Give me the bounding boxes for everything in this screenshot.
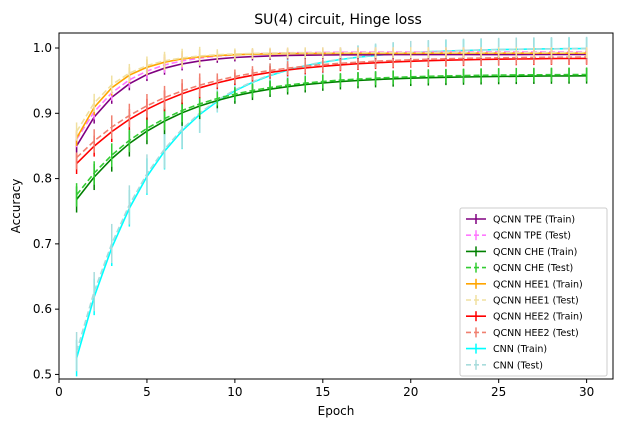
series-7 bbox=[75, 49, 588, 170]
series-line bbox=[75, 47, 587, 352]
series-line bbox=[76, 57, 587, 165]
series-line bbox=[75, 73, 587, 196]
legend-label: QCNN TPE (Train) bbox=[493, 215, 575, 226]
y-tick-label: 1.0 bbox=[33, 41, 52, 55]
series-6 bbox=[75, 52, 588, 175]
legend-item: CNN (Train) bbox=[466, 343, 547, 355]
legend-item: CNN (Test) bbox=[466, 359, 543, 371]
series-3 bbox=[75, 67, 588, 207]
series-1 bbox=[75, 47, 588, 148]
x-tick-label: 0 bbox=[55, 385, 63, 399]
y-tick-label: 0.6 bbox=[33, 302, 52, 316]
legend-label: QCNN CHE (Test) bbox=[493, 263, 573, 274]
plot-area bbox=[75, 36, 588, 377]
y-axis-label: Accuracy bbox=[9, 179, 23, 234]
series-4 bbox=[75, 48, 588, 146]
legend-item: QCNN HEE1 (Test) bbox=[466, 295, 579, 307]
legend-item: QCNN HEE2 (Train) bbox=[466, 311, 583, 323]
legend-item: QCNN CHE (Train) bbox=[466, 246, 577, 258]
axis-ticks: 0 5 10 15 20 25 30 0.5 0.6 0.7 0.8 0.9 1.0 bbox=[33, 41, 594, 399]
y-tick-label: 0.8 bbox=[33, 172, 52, 186]
x-tick-label: 30 bbox=[579, 385, 594, 399]
y-tick-label: 0.9 bbox=[33, 106, 52, 120]
y-tick-label: 0.7 bbox=[33, 237, 52, 251]
x-tick-label: 25 bbox=[491, 385, 506, 399]
legend-box bbox=[459, 207, 608, 377]
legend-item: QCNN HEE1 (Train) bbox=[466, 278, 583, 290]
series-line bbox=[75, 51, 587, 133]
legend-label: QCNN HEE1 (Test) bbox=[493, 296, 579, 307]
legend-label: CNN (Train) bbox=[493, 344, 547, 355]
plot-frame bbox=[58, 32, 614, 380]
x-tick-label: 5 bbox=[143, 385, 151, 399]
x-tick-label: 10 bbox=[227, 385, 242, 399]
series-line bbox=[75, 53, 587, 147]
legend-item: QCNN CHE (Test) bbox=[466, 262, 573, 274]
legend-label: QCNN CHE (Train) bbox=[493, 247, 577, 258]
series-line bbox=[76, 56, 587, 159]
legend-item: QCNN TPE (Test) bbox=[466, 230, 571, 242]
legend-label: QCNN HEE1 (Train) bbox=[493, 279, 583, 290]
x-axis-label: Epoch bbox=[318, 404, 355, 418]
legend-item: QCNN TPE (Train) bbox=[466, 214, 575, 226]
chart-title: SU(4) circuit, Hinge loss bbox=[254, 12, 422, 28]
series-5 bbox=[75, 46, 588, 141]
legend: QCNN TPE (Train) QCNN TPE (Test) QCNN CHE … bbox=[459, 207, 608, 377]
legend-label: QCNN TPE (Test) bbox=[493, 231, 571, 242]
legend-label: QCNN HEE2 (Train) bbox=[493, 312, 583, 323]
series-2 bbox=[75, 67, 588, 213]
x-tick-label: 20 bbox=[403, 385, 418, 399]
legend-item: QCNN HEE2 (Test) bbox=[466, 327, 579, 339]
legend-label: CNN (Test) bbox=[493, 360, 543, 371]
legend-label: QCNN HEE2 (Test) bbox=[493, 328, 579, 339]
series-line bbox=[75, 75, 587, 200]
x-tick-label: 15 bbox=[315, 385, 330, 399]
y-tick-label: 0.5 bbox=[33, 367, 52, 381]
